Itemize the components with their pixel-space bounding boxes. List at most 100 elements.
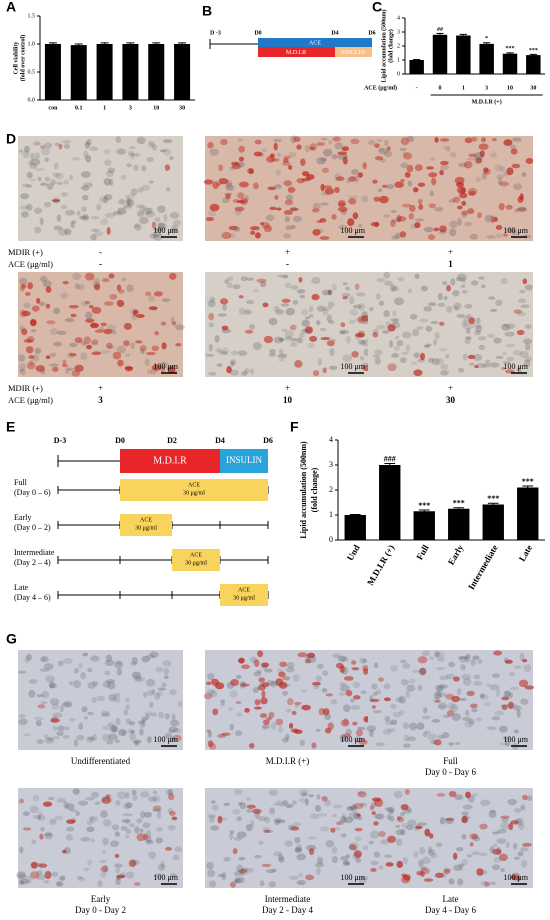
- cell: [419, 846, 426, 855]
- cell: [503, 171, 510, 177]
- cell: [103, 864, 109, 873]
- cell: [107, 345, 116, 350]
- cell: [495, 688, 501, 697]
- cell: [288, 151, 297, 158]
- cell: [151, 688, 156, 695]
- cell: [461, 858, 468, 866]
- cell: [403, 734, 409, 742]
- cell: [89, 305, 94, 309]
- cell: [114, 863, 123, 868]
- cell: [78, 215, 88, 220]
- cell: [304, 654, 311, 661]
- cell: [357, 339, 365, 345]
- cell: [442, 281, 448, 286]
- cell: [309, 335, 318, 342]
- cell: [156, 826, 163, 832]
- cell: [141, 207, 152, 215]
- cell: [337, 151, 348, 155]
- cell: [437, 734, 445, 739]
- cell: [340, 815, 347, 823]
- cell: [469, 703, 478, 709]
- cell: [509, 672, 515, 676]
- cell: [69, 808, 78, 813]
- cell: [376, 324, 386, 330]
- cell: [134, 740, 139, 747]
- cell: [139, 205, 148, 212]
- cell: [309, 146, 315, 150]
- cell: [321, 289, 332, 296]
- cell: [147, 796, 158, 802]
- cell: [503, 657, 509, 664]
- cell: [382, 184, 388, 188]
- cell: [270, 721, 277, 730]
- cell: [269, 206, 277, 211]
- cell: [90, 322, 98, 328]
- cell: [440, 369, 449, 376]
- cell: [129, 153, 135, 160]
- cell: [453, 305, 460, 311]
- cell: [510, 875, 520, 880]
- cell: [457, 162, 468, 168]
- cell: [62, 280, 69, 285]
- cell: [294, 846, 302, 852]
- cell: [164, 164, 171, 171]
- cell: [169, 689, 177, 696]
- cell: [334, 142, 343, 150]
- scale-bar-label: 100 μm: [503, 873, 528, 882]
- cell: [426, 166, 434, 170]
- cell: [37, 810, 43, 818]
- cell: [495, 299, 503, 307]
- cell: [486, 726, 497, 730]
- cell: [350, 698, 355, 703]
- cell: [443, 868, 451, 875]
- cell: [436, 704, 447, 709]
- cell: [144, 291, 152, 297]
- cell: [89, 815, 99, 823]
- cell: [434, 650, 440, 658]
- cell: [324, 799, 331, 807]
- cell: [139, 216, 149, 225]
- y-axis-label: Lipid accumulation (500nm): [380, 9, 387, 82]
- cell: [316, 320, 321, 326]
- cell: [39, 833, 44, 840]
- cell: [452, 196, 461, 203]
- cell: [453, 676, 460, 682]
- cell: [322, 708, 330, 716]
- cell: [311, 681, 321, 686]
- cell: [30, 178, 36, 182]
- cell: [262, 302, 269, 308]
- cell: [375, 689, 382, 695]
- cell: [501, 704, 508, 711]
- cell: [122, 813, 133, 817]
- cell: [220, 350, 228, 355]
- cell: [46, 320, 56, 325]
- cell: [513, 808, 522, 813]
- cell: [17, 874, 28, 881]
- cell: [145, 839, 154, 845]
- cell: [133, 224, 140, 229]
- cell: [53, 341, 63, 347]
- cell: [442, 714, 451, 719]
- cell: [69, 175, 74, 181]
- cell: [376, 277, 386, 283]
- cell: [278, 358, 286, 362]
- cell: [296, 289, 306, 294]
- cell: [246, 804, 256, 809]
- cell: [520, 304, 530, 309]
- cell: [416, 326, 424, 330]
- cell: [104, 670, 111, 676]
- cell: [386, 814, 391, 820]
- cell: [462, 815, 471, 820]
- cell: [48, 363, 59, 367]
- cell: [100, 218, 109, 226]
- cell: [80, 836, 91, 842]
- cell: [420, 285, 428, 292]
- cell: [489, 809, 496, 814]
- cell: [269, 807, 276, 815]
- cell: [457, 655, 468, 660]
- cell: [30, 861, 38, 869]
- cell: [151, 221, 157, 229]
- cell: [100, 350, 110, 354]
- cell: [81, 206, 87, 213]
- cell: [99, 859, 107, 863]
